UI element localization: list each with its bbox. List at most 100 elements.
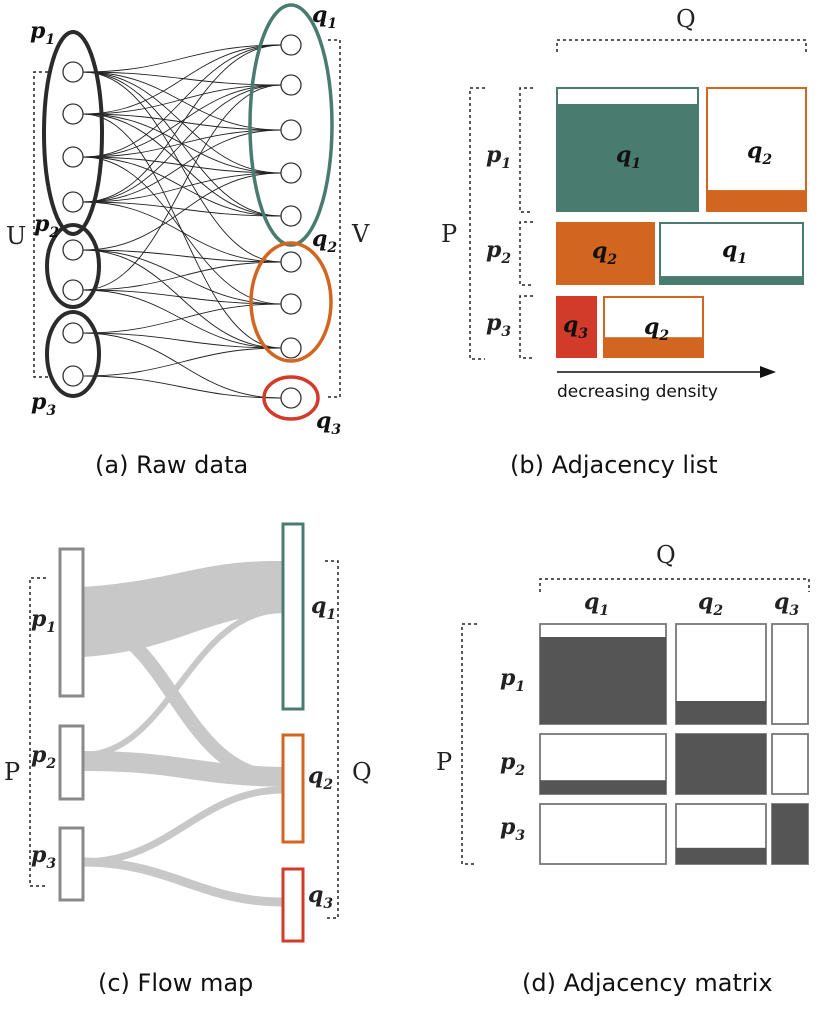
edge xyxy=(82,71,282,263)
label-p3: p3 xyxy=(31,842,56,872)
label-p2: p2 xyxy=(486,237,511,267)
node-u xyxy=(62,322,84,344)
edge xyxy=(82,201,282,217)
label-q2: q2 xyxy=(312,226,337,256)
edge xyxy=(82,84,282,203)
node-v xyxy=(280,162,302,184)
edge xyxy=(82,156,282,174)
edge xyxy=(82,201,282,263)
flow-node-q2 xyxy=(281,733,305,844)
label-p1: p1 xyxy=(500,665,525,695)
edge xyxy=(82,44,282,158)
matrix-fill-p3-q3 xyxy=(772,804,808,864)
group-p1-ellipse xyxy=(42,30,104,236)
node-u xyxy=(62,365,84,387)
flow-p2-q1 xyxy=(82,607,284,758)
node-v xyxy=(280,205,302,227)
matrix-fill-p1-q2 xyxy=(676,701,766,724)
label-p3: p3 xyxy=(486,310,511,340)
bracket-q xyxy=(325,560,339,919)
label-u: U xyxy=(6,222,26,250)
flow-p2-q2 xyxy=(82,751,284,787)
edge xyxy=(82,172,282,251)
group-q1-ellipse xyxy=(248,3,334,247)
edge xyxy=(82,375,282,399)
label-q3: q3 xyxy=(308,882,333,912)
node-v xyxy=(280,119,302,141)
panel-d-adjacency-matrix: Q q1 q2 q3 P p1 p2 p3 (d) Adjacency matr… xyxy=(436,541,810,997)
label-q1: q1 xyxy=(312,2,337,32)
flow-p3-q3 xyxy=(82,857,284,907)
flow-p1-q1 xyxy=(83,560,283,657)
node-u xyxy=(62,103,84,125)
matrix-fill-p2-q1 xyxy=(540,780,666,794)
label-p1: p1 xyxy=(31,606,56,636)
cell-p1-q1-label: q1 xyxy=(616,142,641,172)
caption-c: (c) Flow map xyxy=(98,969,253,997)
flow-node-p1 xyxy=(58,547,85,698)
node-v xyxy=(280,34,302,56)
caption-a: (a) Raw data xyxy=(95,451,248,479)
cell-p2-q1-fill xyxy=(660,276,803,284)
node-v xyxy=(280,74,302,96)
matrix-cells xyxy=(539,623,809,865)
bracket-v xyxy=(328,39,341,398)
bracket-p xyxy=(469,87,485,360)
label-q2: q2 xyxy=(308,763,333,793)
flow-node-q3 xyxy=(281,867,305,943)
bracket-p1 xyxy=(519,87,533,213)
cell-p1-q2-fill xyxy=(707,190,806,211)
label-q-top: Q xyxy=(656,541,676,569)
bipartite-edges xyxy=(82,44,282,399)
group-q2-ellipse xyxy=(249,241,333,363)
bracket-p2 xyxy=(519,221,533,286)
cell-p2-q2-label: q2 xyxy=(592,238,617,268)
cell-p3-q2-label: q2 xyxy=(644,314,669,344)
flow-node-p2 xyxy=(58,724,85,801)
bracket-p xyxy=(29,577,46,887)
edge xyxy=(82,44,282,73)
label-p: P xyxy=(441,220,457,248)
node-v xyxy=(280,387,302,409)
flow-p3-q2 xyxy=(82,786,284,866)
node-v xyxy=(280,337,302,359)
bracket-q xyxy=(556,39,807,52)
bracket-p xyxy=(461,623,477,865)
node-v xyxy=(280,251,302,273)
label-p: P xyxy=(4,758,20,786)
matrix-cell-p1-q3 xyxy=(771,623,809,725)
edge xyxy=(82,249,282,263)
label-q3: q3 xyxy=(774,589,799,619)
edge xyxy=(82,249,282,349)
edge xyxy=(82,261,282,291)
density-arrow-label: decreasing density xyxy=(557,382,718,402)
group-p3-ellipse xyxy=(45,310,101,398)
cell-p1-q1-fill xyxy=(557,103,698,211)
edge xyxy=(82,44,282,203)
node-u xyxy=(62,279,84,301)
group-q3-ellipse xyxy=(262,375,320,421)
cell-p3-q2-fill xyxy=(604,337,703,357)
node-v xyxy=(280,293,302,315)
matrix-fill-p2-q2 xyxy=(676,734,766,794)
node-u xyxy=(62,61,84,83)
bracket-u xyxy=(33,71,48,378)
label-p: P xyxy=(436,748,452,776)
node-u xyxy=(62,191,84,213)
bracket-p3 xyxy=(519,295,533,359)
panel-a-raw-data: U V p1 p2 p3 q1 q2 q3 (a) Raw data xyxy=(6,2,370,479)
matrix-fill-p1-q1 xyxy=(540,637,666,724)
panel-b-adjacency-list: Q P p1 p2 p3 q1 q2 q2 q1 q3 q2 decre xyxy=(441,5,807,479)
edge xyxy=(82,289,282,349)
group-p2-ellipse xyxy=(45,223,101,309)
edge xyxy=(82,332,282,349)
label-q3: q3 xyxy=(316,408,341,438)
label-q1: q1 xyxy=(311,593,336,623)
cell-p2-q2-fill xyxy=(557,223,654,284)
label-q: Q xyxy=(352,758,372,786)
caption-b: (b) Adjacency list xyxy=(510,451,718,479)
edge xyxy=(82,44,282,115)
density-arrow-head xyxy=(760,366,776,378)
label-p2: p2 xyxy=(31,742,56,772)
